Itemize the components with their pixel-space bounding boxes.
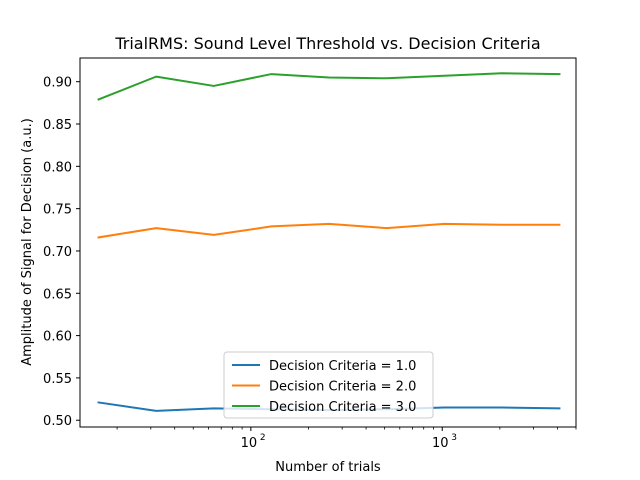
y-tick-label: 0.80 (43, 160, 72, 175)
y-tick-label: 0.50 (43, 414, 72, 429)
series-line-2 (97, 222, 561, 239)
axes-frame (79, 57, 577, 428)
y-tick-label: 0.55 (43, 372, 72, 387)
y-tick-label: 0.75 (43, 203, 72, 218)
series-line-3 (97, 72, 561, 101)
y-tick-label: 0.70 (43, 245, 72, 260)
y-tick-label: 0.90 (43, 76, 72, 91)
legend-label-3: Decision Criteria = 3.0 (269, 400, 416, 415)
x-tick-label: 10 (241, 436, 258, 451)
x-tick-exponent: 2 (260, 433, 266, 443)
legend-label-1: Decision Criteria = 1.0 (269, 359, 416, 374)
legend-label-2: Decision Criteria = 2.0 (269, 380, 416, 395)
y-axis-ticks: 0.50 0.55 0.60 0.65 0.70 0.75 0.80 0.85 0.90 (43, 76, 80, 429)
plot-area (79, 57, 577, 428)
legend: Decision Criteria = 1.0 Decision Criteria… (223, 351, 434, 419)
chart-title: TrialRMS: Sound Level Threshold vs. Deci… (114, 34, 540, 53)
x-axis-label: Number of trials (275, 460, 381, 475)
y-tick-label: 0.60 (43, 330, 72, 345)
legend-box (223, 351, 434, 419)
x-tick-label: 10 (432, 436, 449, 451)
y-tick-label: 0.85 (43, 118, 72, 133)
x-tick-exponent: 3 (451, 433, 457, 443)
y-axis-label: Amplitude of Signal for Decision (a.u.) (20, 118, 35, 366)
x-axis-ticks: 10 2 10 3 (116, 427, 577, 451)
y-tick-label: 0.65 (43, 287, 72, 302)
